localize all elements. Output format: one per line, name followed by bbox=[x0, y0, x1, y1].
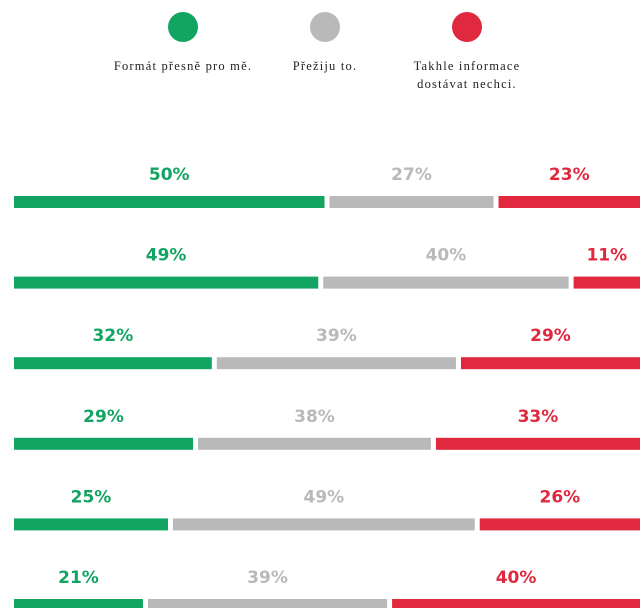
bar-segment bbox=[329, 196, 494, 208]
bar-segment bbox=[216, 357, 456, 370]
bar-segment bbox=[14, 599, 143, 608]
bar-segment bbox=[323, 276, 569, 289]
legend-label: Přežiju to. bbox=[292, 59, 358, 73]
value-label: 40% bbox=[496, 568, 537, 588]
legend-marker bbox=[452, 12, 482, 42]
value-label: 32% bbox=[93, 326, 134, 346]
legend-label: Formát přesně pro mě. bbox=[113, 59, 253, 73]
bar-segment bbox=[147, 599, 388, 608]
bar-segment bbox=[573, 276, 640, 289]
value-label: 29% bbox=[83, 407, 124, 427]
bar-segment bbox=[435, 437, 640, 450]
value-label: 50% bbox=[149, 165, 190, 185]
legend-marker bbox=[168, 12, 198, 42]
value-label: 39% bbox=[316, 326, 357, 346]
value-label: 29% bbox=[530, 326, 571, 346]
bar-segment bbox=[14, 437, 194, 450]
bar-segment bbox=[14, 276, 319, 289]
bar-segment bbox=[14, 196, 325, 208]
value-label: 49% bbox=[146, 246, 187, 266]
bar-segment bbox=[479, 518, 640, 531]
bar-segment bbox=[460, 357, 640, 370]
value-label: 49% bbox=[304, 487, 345, 507]
bar-segment bbox=[14, 357, 212, 370]
bar-segment bbox=[498, 196, 640, 208]
bar-segment bbox=[173, 518, 475, 531]
value-label: 11% bbox=[586, 246, 627, 266]
value-label: 27% bbox=[391, 165, 432, 185]
value-label: 26% bbox=[540, 487, 581, 507]
value-label: 25% bbox=[71, 487, 112, 507]
value-label: 21% bbox=[58, 568, 99, 588]
legend-label: Takhle informace dostávat nechci. bbox=[413, 59, 521, 91]
bar-segment bbox=[14, 518, 168, 531]
value-label: 40% bbox=[426, 246, 467, 266]
bar-segment bbox=[392, 599, 640, 608]
legend-marker bbox=[310, 12, 340, 42]
value-label: 39% bbox=[247, 568, 288, 588]
value-label: 33% bbox=[518, 407, 559, 427]
value-label: 23% bbox=[549, 165, 590, 185]
value-label: 38% bbox=[294, 407, 335, 427]
bar-segment bbox=[198, 437, 431, 450]
